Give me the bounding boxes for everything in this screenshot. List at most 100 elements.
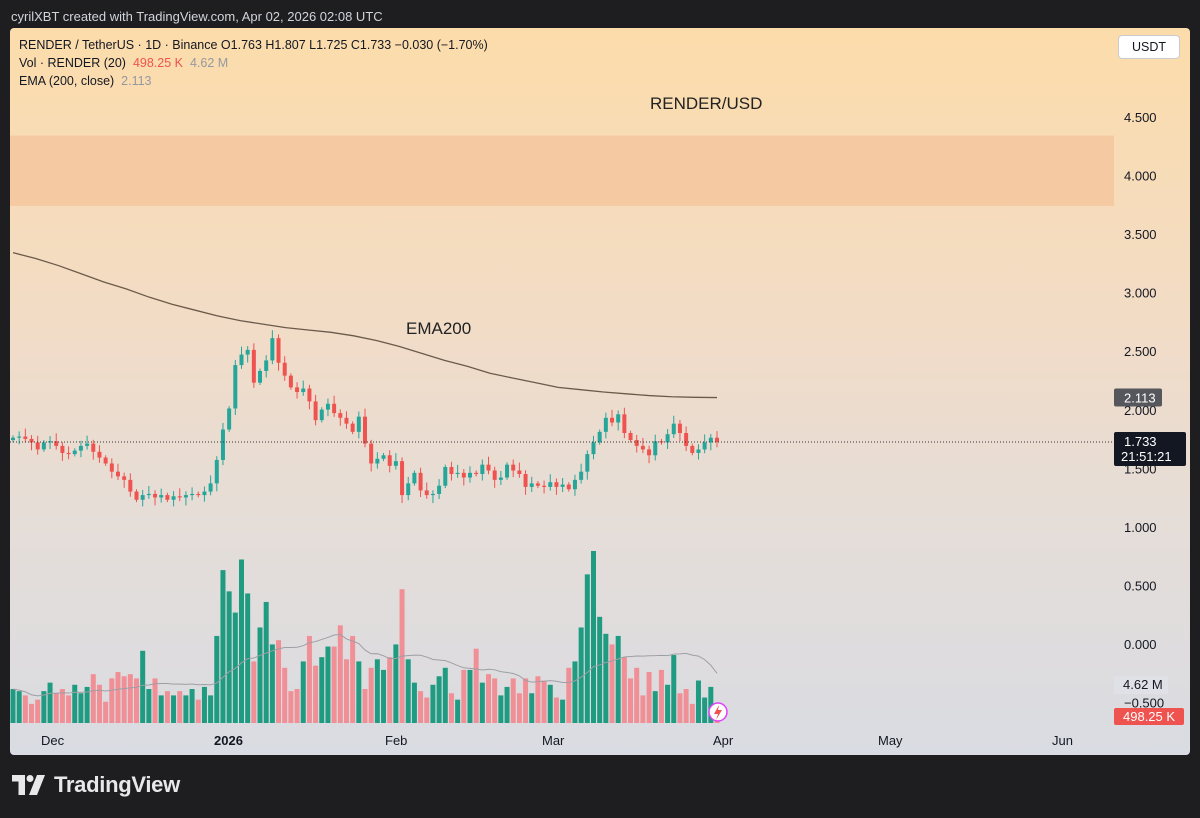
candle-body: [307, 388, 312, 402]
candle-body: [140, 495, 145, 500]
candle-body: [702, 442, 707, 450]
volume-bar: [103, 701, 109, 723]
volume-bar: [374, 659, 380, 723]
volume-bar: [455, 699, 461, 723]
volume-bar: [418, 691, 424, 723]
volume-bar: [306, 635, 312, 723]
volume-bar: [269, 644, 275, 723]
candle-body: [177, 496, 182, 498]
candle-body: [115, 471, 120, 477]
candle-body: [628, 433, 633, 441]
candle-body: [492, 470, 497, 480]
candle-body: [66, 452, 71, 455]
volume-bar: [436, 676, 442, 723]
volume-bar: [325, 646, 331, 723]
candle-body: [647, 449, 652, 456]
volume-bar: [628, 678, 634, 723]
candle-body: [696, 449, 701, 453]
candle-body: [251, 349, 256, 383]
volume-bar: [343, 659, 349, 723]
ema-price-label-bg: [1114, 388, 1162, 407]
volume-bar: [467, 669, 473, 723]
candle-body: [233, 365, 238, 409]
chart-panel[interactable]: 4.500 4.000 3.500 3.000 2.500 2.000 1.500 1.000…: [10, 28, 1190, 755]
last-price-label-bg: [1114, 432, 1186, 467]
volume-bar: [510, 678, 516, 723]
volume-bar: [566, 667, 572, 723]
candle-body: [29, 438, 34, 443]
candle-body: [202, 491, 207, 496]
volume-bar: [96, 684, 102, 723]
volume-bar: [529, 693, 535, 723]
volume-bar: [356, 661, 362, 723]
price-chart[interactable]: 4.5004.0003.5003.0002.5002.0001.5001.000…: [10, 28, 1190, 755]
candle-body: [579, 471, 584, 480]
ema-annotation: EMA200: [406, 319, 472, 338]
price-axis-label: 1.000: [1124, 520, 1157, 535]
volume-bar: [140, 650, 146, 723]
candle-body: [381, 455, 386, 459]
ema-price-label: 2.113: [1124, 391, 1156, 406]
legend-volume-value: 498.25 K: [132, 56, 183, 70]
volume-bar: [35, 699, 41, 723]
volume-bar: [109, 678, 115, 723]
price-axis-label: 4.500: [1124, 110, 1157, 125]
volume-bar: [597, 616, 603, 723]
candle-body: [684, 433, 689, 446]
candle-body: [523, 474, 528, 487]
volume-bar: [41, 691, 47, 723]
legend-symbol-line: RENDER / TetherUS · 1D · Binance O1.763 …: [19, 38, 488, 52]
candle-body: [313, 401, 318, 421]
candle-body: [511, 464, 516, 471]
candle-body: [603, 417, 608, 432]
volume-bar: [294, 689, 300, 723]
time-axis-label: Feb: [385, 733, 407, 748]
candle-body: [220, 429, 225, 460]
candle-body: [418, 472, 423, 491]
price-axis-label: 2.500: [1124, 344, 1157, 359]
time-axis-label: Dec: [41, 733, 65, 748]
candle-body: [338, 413, 343, 418]
volume-ma-label: 4.62 M: [1123, 677, 1163, 692]
volume-bar: [313, 665, 319, 723]
volume-bar: [214, 635, 220, 723]
candle-body: [295, 387, 300, 393]
candle-body: [486, 464, 491, 471]
volume-bar: [282, 667, 288, 723]
candle-body: [159, 495, 164, 498]
candle-body: [282, 362, 287, 376]
candle-body: [97, 451, 102, 458]
volume-bar: [189, 689, 195, 723]
volume-bar: [300, 661, 306, 723]
candle-body: [498, 477, 503, 480]
candle-body: [566, 484, 571, 490]
volume-bar: [603, 633, 609, 723]
candle-body: [122, 476, 127, 480]
volume-ma-line: [12, 633, 718, 697]
tradingview-logo[interactable]: TradingView: [12, 772, 180, 798]
tradingview-wordmark: TradingView: [54, 772, 180, 797]
volume-bar: [183, 695, 189, 723]
currency-button[interactable]: USDT: [1118, 35, 1180, 59]
candle-body: [270, 338, 275, 361]
time-axis-label: 2026: [214, 733, 243, 748]
candle-body: [671, 423, 676, 435]
candle-body: [610, 417, 615, 423]
candle-body: [227, 408, 232, 430]
volume-bar: [177, 691, 183, 723]
legend-volume-ma: 4.62 M: [189, 56, 229, 70]
volume-bar: [492, 678, 498, 723]
volume-bar: [479, 682, 485, 723]
volume-bar: [411, 682, 417, 723]
price-axis-label: −0.500: [1124, 696, 1164, 711]
volume-bar: [171, 695, 177, 723]
candle-body: [622, 414, 627, 434]
candle-body: [245, 349, 250, 355]
volume-bar: [523, 678, 529, 723]
price-axis-label: 0.500: [1124, 578, 1157, 593]
volume-bar: [257, 627, 263, 723]
volume-bar: [590, 551, 596, 723]
candle-body: [412, 472, 417, 484]
volume-bar: [615, 635, 621, 723]
volume-bar: [702, 697, 708, 723]
